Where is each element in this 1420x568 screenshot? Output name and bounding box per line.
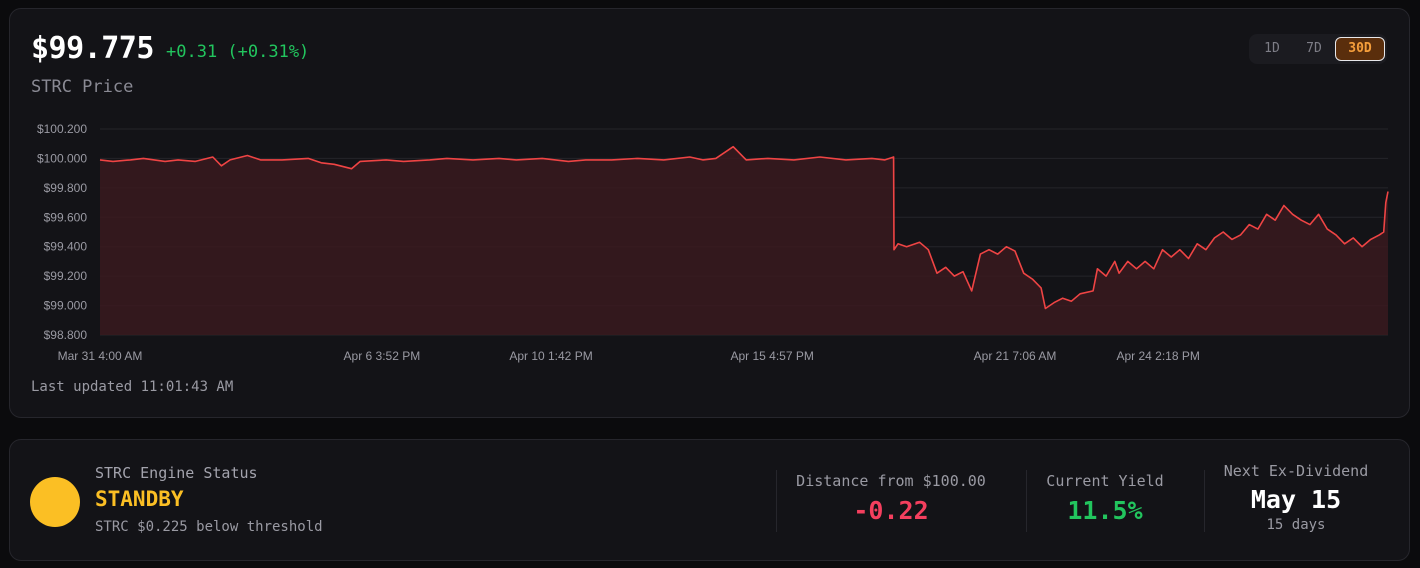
x-tick-label: Mar 31 4:00 AM <box>58 349 143 363</box>
y-tick-label: $98.800 <box>44 328 88 342</box>
y-tick-label: $100.000 <box>37 151 87 165</box>
engine-status-note: STRC $0.225 below threshold <box>95 519 323 535</box>
distance-metric: Distance from $100.00 -0.22 <box>788 472 994 525</box>
timeframe-30d-button[interactable]: 30D <box>1335 37 1385 61</box>
status-indicator-dot <box>30 477 80 527</box>
last-updated: Last updated 11:01:43 AM <box>31 379 234 395</box>
y-tick-label: $100.200 <box>37 122 87 136</box>
divider <box>1204 470 1205 532</box>
price-area-chart[interactable]: $100.200 $100.000 $99.800 $99.600 $99.400 $99… <box>10 109 1410 371</box>
yield-metric: Current Yield 11.5% <box>1032 472 1178 525</box>
price-chart-card: $99.775 +0.31 (+0.31%) STRC Price 1D 7D … <box>9 8 1410 418</box>
ex-dividend-label: Next Ex-Dividend <box>1223 462 1369 480</box>
x-tick-label: Apr 21 7:06 AM <box>974 349 1057 363</box>
y-tick-label: $99.200 <box>44 269 88 283</box>
ex-dividend-countdown: 15 days <box>1266 517 1326 533</box>
distance-value: -0.22 <box>853 496 929 525</box>
x-tick-label: Apr 6 3:52 PM <box>344 349 421 363</box>
yield-label: Current Yield <box>1046 472 1164 490</box>
y-tick-label: $99.000 <box>44 299 88 313</box>
timeframe-selector: 1D 7D 30D <box>1249 34 1387 64</box>
price-line <box>99 145 1389 310</box>
x-tick-label: Apr 10 1:42 PM <box>509 349 592 363</box>
timeframe-7d-button[interactable]: 7D <box>1306 41 1322 56</box>
price-area-fill <box>100 146 1388 335</box>
ex-dividend-metric: Next Ex-Dividend May 15 15 days <box>1216 462 1376 533</box>
engine-status-label: STRC Engine Status <box>95 464 258 482</box>
x-tick-label: Apr 24 2:18 PM <box>1116 349 1199 363</box>
current-price: $99.775 <box>31 31 154 66</box>
y-tick-label: $99.800 <box>44 181 88 195</box>
price-change: +0.31 (+0.31%) <box>166 42 310 62</box>
x-tick-label: Apr 15 4:57 PM <box>730 349 813 363</box>
divider <box>1026 470 1027 532</box>
ex-dividend-date: May 15 <box>1250 485 1342 514</box>
chart-subtitle: STRC Price <box>31 77 134 97</box>
distance-label: Distance from $100.00 <box>796 472 986 490</box>
engine-status-card: STRC Engine Status STANDBY STRC $0.225 b… <box>9 439 1410 561</box>
yield-value: 11.5% <box>1067 496 1143 525</box>
timeframe-1d-button[interactable]: 1D <box>1264 41 1280 56</box>
y-tick-label: $99.400 <box>44 240 88 254</box>
engine-status-value: STANDBY <box>95 487 184 511</box>
y-tick-label: $99.600 <box>44 210 88 224</box>
divider <box>776 470 777 532</box>
